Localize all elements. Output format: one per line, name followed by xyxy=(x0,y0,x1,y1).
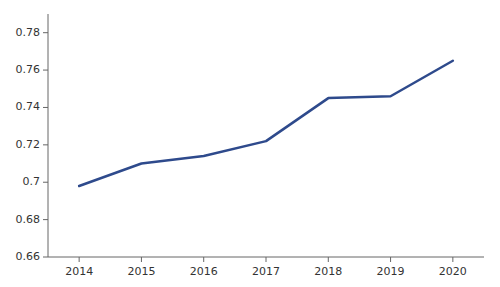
tick-mark xyxy=(328,257,329,262)
chart-container: 0.660.680.70.720.740.760.782014201520162… xyxy=(0,0,500,287)
axis-line xyxy=(48,257,484,258)
tick-label: 0.72 xyxy=(16,138,41,151)
y-axis: 0.66 0.68 0.7 0.72 0.74 0.76 0.78 xyxy=(16,14,49,263)
tick-label: 0.7 xyxy=(23,175,41,188)
tick-mark xyxy=(43,144,48,145)
tick-mark xyxy=(390,257,391,262)
tick-mark xyxy=(43,32,48,33)
tick-label: 2018 xyxy=(314,265,342,278)
tick-mark xyxy=(43,70,48,71)
tick-label: 2020 xyxy=(439,265,467,278)
plot-area xyxy=(79,61,453,186)
tick-label: 2014 xyxy=(65,265,93,278)
x-axis: 2014 2015 2016 2017 2018 2019 2020 xyxy=(48,257,484,278)
tick-mark xyxy=(266,257,267,262)
tick-label: 2017 xyxy=(252,265,280,278)
tick-mark xyxy=(43,257,48,258)
tick-mark xyxy=(141,257,142,262)
chart: 0.660.680.70.720.740.760.782014201520162… xyxy=(0,0,500,287)
tick-label: 2019 xyxy=(377,265,405,278)
tick-label: 0.74 xyxy=(16,100,41,113)
axis-line xyxy=(48,14,49,257)
tick-label: 0.66 xyxy=(16,250,41,263)
tick-label: 0.68 xyxy=(16,213,41,226)
tick-mark xyxy=(43,182,48,183)
line xyxy=(79,61,453,186)
tick-mark xyxy=(452,257,453,262)
tick-label: 2016 xyxy=(190,265,218,278)
tick-mark xyxy=(43,219,48,220)
tick-mark xyxy=(203,257,204,262)
tick-mark xyxy=(43,107,48,108)
tick-label: 2015 xyxy=(127,265,155,278)
tick-label: 0.78 xyxy=(16,26,41,39)
tick-mark xyxy=(79,257,80,262)
tick-label: 0.76 xyxy=(16,63,41,76)
